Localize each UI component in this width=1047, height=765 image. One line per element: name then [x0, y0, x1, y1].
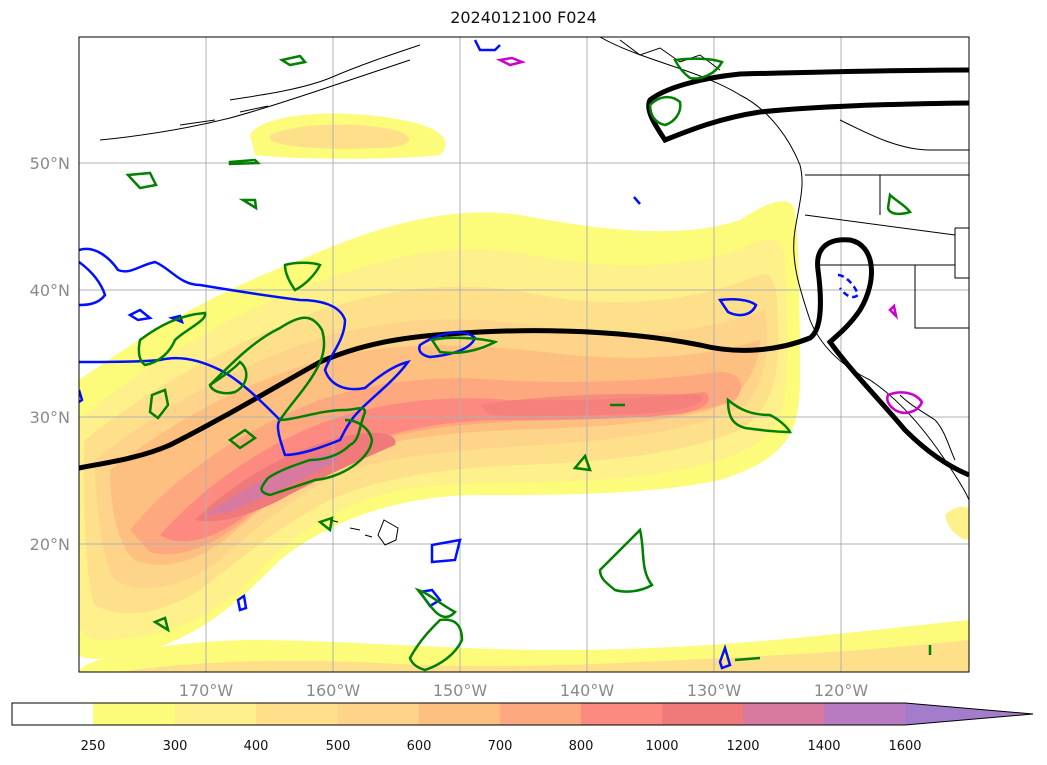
- colorbar-tick-label: 800: [569, 739, 594, 754]
- ivt-fill-layer: [79, 113, 969, 672]
- colorbar-segment: [419, 703, 500, 725]
- green-contours: [125, 54, 932, 672]
- lat-label: 50°N: [30, 154, 70, 173]
- map-title: 2024012100 F024: [450, 8, 597, 27]
- lon-label: 130°W: [687, 681, 742, 700]
- map-frame: [78, 36, 970, 673]
- colorbar-segment: [93, 703, 175, 725]
- colorbar-tick-label: 600: [407, 739, 432, 754]
- lon-label: 170°W: [179, 681, 234, 700]
- lat-label: 20°N: [30, 535, 70, 554]
- colorbar: [11, 702, 1034, 726]
- lon-label: 120°W: [814, 681, 869, 700]
- colorbar-tick-label: 400: [244, 739, 269, 754]
- lat-label: 40°N: [30, 281, 70, 300]
- colorbar-segment: [743, 703, 824, 725]
- colorbar-outline: [11, 702, 1034, 726]
- colorbar-tick-label: 1200: [726, 739, 759, 754]
- colorbar-segment: [175, 703, 256, 725]
- magenta-contours: [496, 56, 924, 414]
- colorbar-tick-label: 1000: [645, 739, 678, 754]
- colorbar-extension: [905, 703, 1033, 725]
- colorbar-segment: [256, 703, 338, 725]
- colorbar-tick-label: 1600: [888, 739, 921, 754]
- colorbar-segment: [581, 703, 662, 725]
- blue-contours: [79, 39, 860, 670]
- latitude-labels: 50°N 40°N 30°N 20°N: [30, 154, 70, 554]
- lat-label: 30°N: [30, 408, 70, 427]
- colorbar-tick-label: 250: [81, 739, 106, 754]
- longitude-labels: 170°W 160°W 150°W 140°W 130°W 120°W: [179, 681, 869, 700]
- colorbar-tick-label: 300: [163, 739, 188, 754]
- colorbar-segment: [12, 703, 93, 725]
- lon-label: 160°W: [306, 681, 361, 700]
- ivt-contour-250: [79, 67, 969, 478]
- colorbar-segment: [338, 703, 419, 725]
- colorbar-ticks: 250 300 400 500 600 700 800 1000 1200 14…: [81, 739, 922, 754]
- colorbar-segment: [500, 703, 581, 725]
- colorbar-tick-label: 500: [326, 739, 351, 754]
- lon-label: 150°W: [433, 681, 488, 700]
- colorbar-tick-label: 1400: [807, 739, 840, 754]
- colorbar-segment: [824, 703, 905, 725]
- colorbar-segment: [662, 703, 743, 725]
- coastlines: [99, 37, 969, 546]
- colorbar-tick-label: 700: [488, 739, 513, 754]
- lon-label: 140°W: [560, 681, 615, 700]
